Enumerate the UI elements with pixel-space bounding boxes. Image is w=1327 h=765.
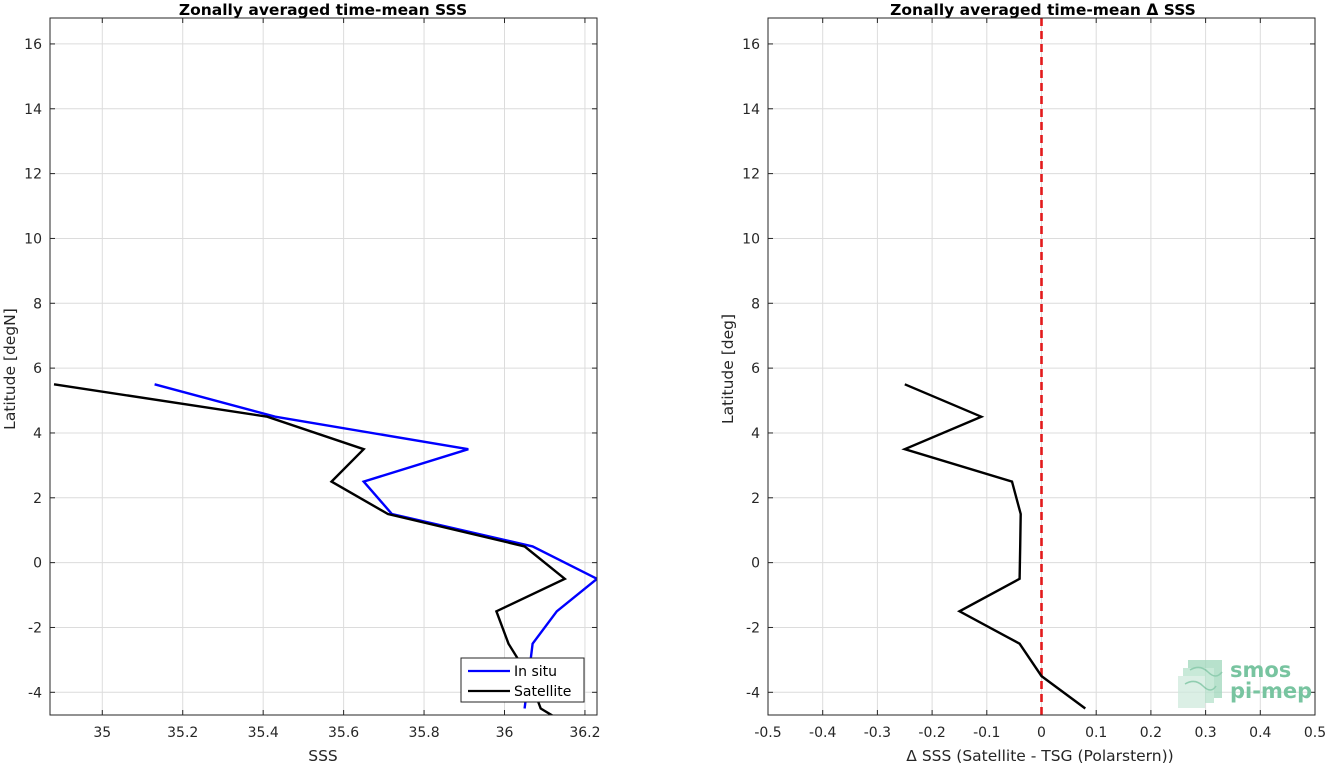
sss-x-tick-label: 35.4: [248, 725, 279, 741]
delta-sss-panel: Zonally averaged time-mean Δ SSS -0.5 -0.…: [719, 1, 1326, 765]
delta-sss-x-tick-label: -0.2: [918, 725, 945, 741]
delta-sss-y-tick-label: 0: [751, 556, 760, 572]
delta-sss-x-tick-label: 0.4: [1249, 725, 1271, 741]
delta-sss-x-axis-label: Δ SSS (Satellite - TSG (Polarstern)): [906, 747, 1173, 765]
logo-emblem: [1178, 660, 1223, 708]
sss-x-tick-label: 36.2: [569, 725, 600, 741]
sss-x-tick-label: 36: [496, 725, 514, 741]
delta-sss-x-tick-label: 0.1: [1085, 725, 1107, 741]
delta-sss-y-tick-label: 14: [742, 102, 760, 118]
sss-grid: [50, 18, 597, 715]
delta-sss-x-tick-label: 0.3: [1194, 725, 1216, 741]
sss-x-tick-label: 35.6: [328, 725, 359, 741]
delta-sss-x-tick-label: -0.4: [809, 725, 836, 741]
delta-sss-panel-title: Zonally averaged time-mean Δ SSS: [890, 1, 1196, 19]
delta-sss-ticks: -0.5 -0.4 -0.3 -0.2 -0.1 0 0.1 0.2 0.3 0.4 0.5 -4 -2…: [742, 18, 1326, 741]
delta-sss-y-tick-label: 4: [751, 426, 760, 442]
sss-y-tick-label: 2: [33, 491, 42, 507]
legend-satellite-label: Satellite: [514, 684, 571, 700]
sss-panel-title: Zonally averaged time-mean SSS: [179, 1, 467, 19]
sss-x-axis-label: SSS: [308, 747, 338, 765]
delta-sss-x-tick-label: 0: [1037, 725, 1046, 741]
delta-sss-x-tick-label: 0.5: [1304, 725, 1326, 741]
sss-ticks: 35 35.2 35.4 35.6 35.8 36 36.2 -4 -2 0 2 4 6 8 10 12 14 1…: [24, 18, 601, 741]
sss-y-tick-label: 10: [24, 231, 42, 247]
delta-sss-x-tick-label: -0.3: [864, 725, 891, 741]
delta-sss-axes-box: [767, 17, 1316, 716]
sss-y-tick-label: 12: [24, 167, 42, 183]
sss-x-tick-label: 35.8: [408, 725, 439, 741]
smos-pi-mep-logo: smos pi-mep: [1178, 658, 1312, 708]
delta-sss-y-tick-label: 8: [751, 296, 760, 312]
delta-sss-y-tick-label: -4: [746, 685, 760, 701]
delta-sss-series: [901, 18, 1087, 715]
delta-sss-y-tick-label: 2: [751, 491, 760, 507]
delta-sss-y-tick-label: 10: [742, 231, 760, 247]
delta-sss-y-tick-label: -2: [746, 620, 760, 636]
sss-y-tick-label: 14: [24, 102, 42, 118]
sss-y-tick-label: 6: [33, 361, 42, 377]
sss-y-tick-label: 8: [33, 296, 42, 312]
delta-sss-x-tick-label: -0.5: [754, 725, 781, 741]
sss-y-tick-label: 0: [33, 556, 42, 572]
delta-sss-y-tick-label: 12: [742, 167, 760, 183]
delta-sss-x-tick-label: 0.2: [1140, 725, 1162, 741]
legend-box: [460, 657, 585, 703]
logo-text-smos: smos: [1230, 658, 1291, 682]
sss-x-tick-label: 35.2: [167, 725, 198, 741]
legend: In situ Satellite: [460, 657, 585, 703]
sss-y-tick-label: 4: [33, 426, 42, 442]
sss-y-tick-label: -4: [28, 685, 42, 701]
delta-sss-y-tick-label: 16: [742, 37, 760, 53]
sss-y-tick-label: -2: [28, 620, 42, 636]
delta-sss-x-tick-label: -0.1: [973, 725, 1000, 741]
delta-sss-series-delta-line: [901, 383, 1087, 710]
delta-sss-y-tick-label: 6: [751, 361, 760, 377]
delta-sss-y-axis-label: Latitude [deg]: [719, 314, 737, 424]
sss-x-tick-label: 35: [93, 725, 111, 741]
sss-y-axis-label: Latitude [degN]: [1, 308, 19, 430]
sss-axes-box: [49, 17, 598, 716]
sss-series-in-situ-line: [154, 383, 597, 709]
sss-y-tick-label: 16: [24, 37, 42, 53]
logo-text-pi-mep: pi-mep: [1230, 679, 1312, 703]
sss-panel: Zonally averaged time-mean SSS 35 35.2 35.…: [1, 1, 601, 765]
legend-in-situ-label: In situ: [514, 664, 557, 680]
